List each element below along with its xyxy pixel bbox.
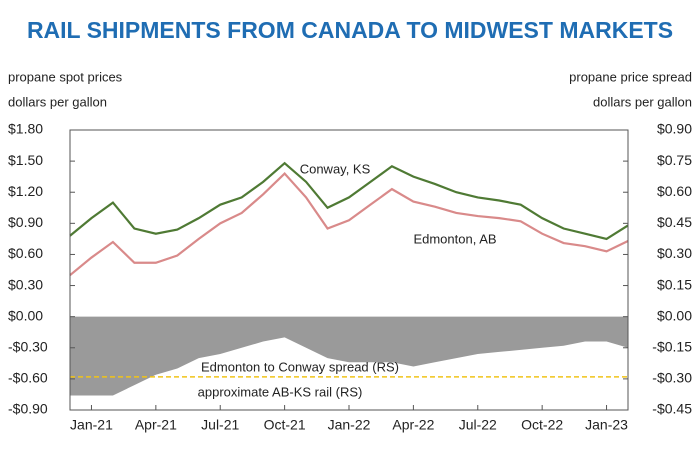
chart-title: RAIL SHIPMENTS FROM CANADA TO MIDWEST MA…	[27, 17, 673, 43]
y2-tick-label: $0.45	[657, 214, 692, 230]
y-tick-label: -$0.60	[8, 370, 48, 386]
x-tick-label: Jul-22	[459, 417, 497, 433]
y-tick-label: $0.60	[8, 245, 43, 261]
y2-tick-label: -$0.15	[652, 338, 692, 354]
y2-tick-label: $0.15	[657, 276, 692, 292]
x-tick-label: Jan-22	[328, 417, 371, 433]
y-tick-label: $0.30	[8, 276, 43, 292]
y-axis-label: propane spot prices	[8, 69, 123, 84]
y-tick-label: $0.00	[8, 307, 43, 323]
series-label: Conway, KS	[300, 161, 371, 176]
y2-axis-label: propane price spread	[569, 69, 692, 84]
y-tick-label: $1.20	[8, 183, 43, 199]
series-label: Edmonton, AB	[413, 231, 496, 246]
annotation: approximate AB-KS rail (RS)	[198, 384, 363, 399]
y-tick-label: -$0.90	[8, 401, 48, 417]
x-tick-label: Jul-21	[201, 417, 239, 433]
x-tick-label: Jan-21	[70, 417, 113, 433]
area	[70, 316, 628, 396]
y2-tick-label: $0.30	[657, 245, 692, 261]
x-tick-label: Apr-22	[392, 417, 434, 433]
y2-tick-label: $0.90	[657, 121, 692, 137]
y2-axis-label: dollars per gallon	[593, 94, 692, 109]
x-tick-label: Oct-22	[521, 417, 563, 433]
series-label: Edmonton to Conway spread (RS)	[201, 359, 399, 374]
line	[69, 161, 629, 241]
y-tick-label: -$0.30	[8, 338, 48, 354]
y2-tick-label: $0.75	[657, 152, 692, 168]
y2-tick-label: -$0.45	[652, 401, 692, 417]
y2-tick-label: $0.60	[657, 183, 692, 199]
y-tick-label: $1.50	[8, 152, 43, 168]
y-tick-label: $0.90	[8, 214, 43, 230]
y2-tick-label: $0.00	[657, 307, 692, 323]
y2-tick-label: -$0.30	[652, 370, 692, 386]
x-tick-label: Jan-23	[585, 417, 628, 433]
y-tick-label: $1.80	[8, 121, 43, 137]
y-axis-label: dollars per gallon	[8, 94, 107, 109]
x-tick-label: Apr-21	[135, 417, 177, 433]
x-tick-label: Oct-21	[264, 417, 306, 433]
line	[69, 171, 629, 277]
